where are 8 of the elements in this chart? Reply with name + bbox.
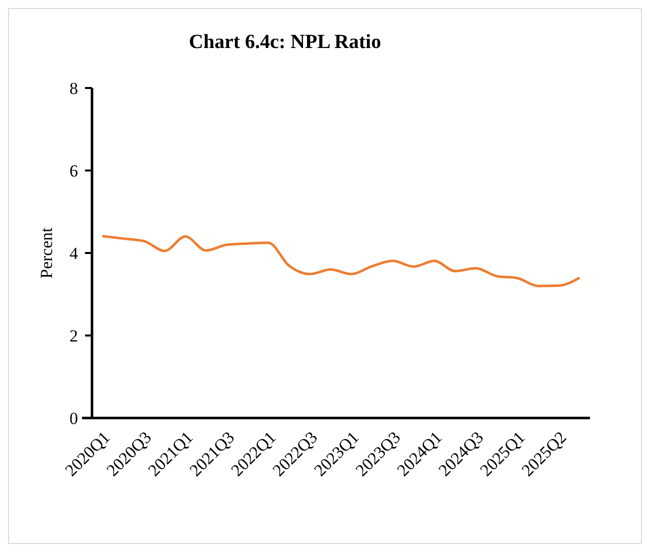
y-axis-title: Percent	[37, 227, 56, 278]
y-tick-label: 4	[70, 244, 78, 263]
y-tick-label: 0	[70, 408, 78, 428]
y-tick-label: 2	[70, 326, 78, 346]
line-series	[101, 234, 581, 288]
chart-title: Chart 6.4c: NPL Ratio	[188, 31, 382, 53]
y-tick-label: 8	[70, 78, 78, 98]
y-tick-label: 6	[70, 161, 78, 180]
